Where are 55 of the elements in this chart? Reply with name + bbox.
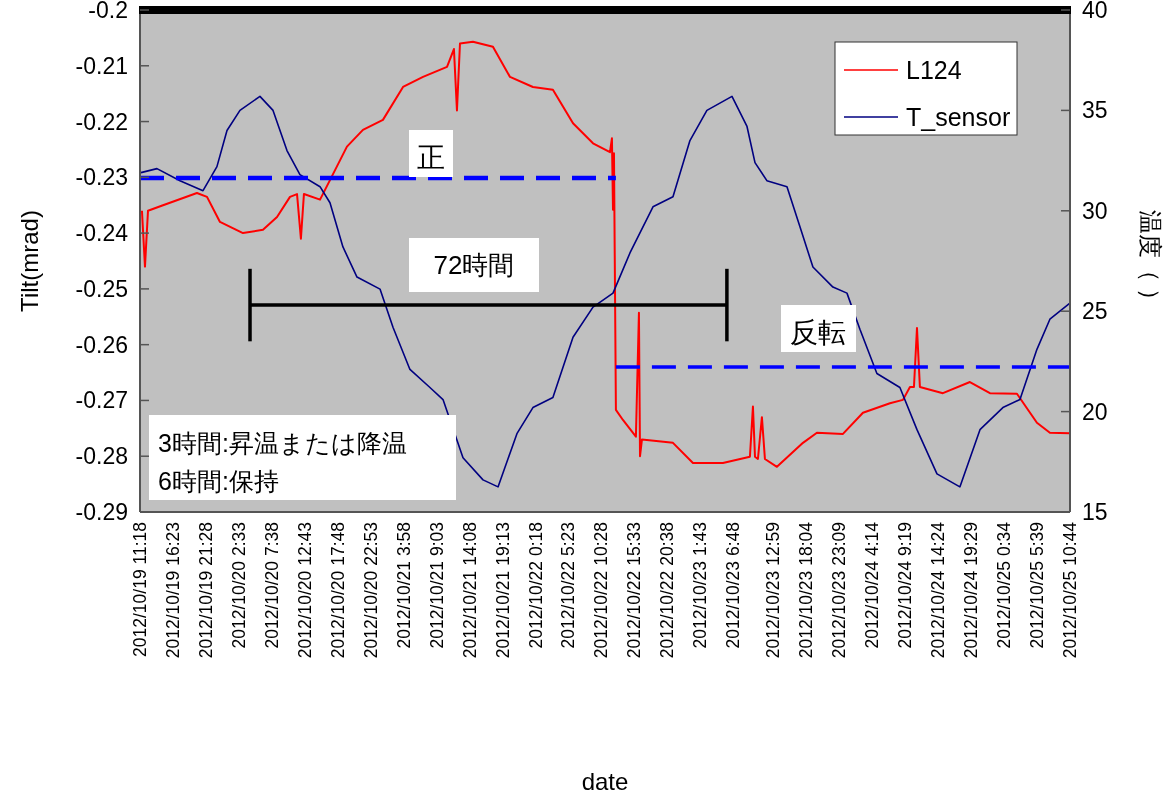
annotation: 反転 <box>790 317 846 348</box>
y-tick-label: -0.29 <box>75 499 128 525</box>
y-tick-label: -0.22 <box>75 108 128 135</box>
x-tick-label: 2012/10/23 12:59 <box>763 522 784 659</box>
y2-tick-label: 15 <box>1082 499 1108 525</box>
legend-label: L124 <box>906 56 962 84</box>
y-tick-label: -0.28 <box>75 443 128 470</box>
x-tick-label: 2012/10/25 10:44 <box>1060 521 1080 659</box>
y-tick-label: -0.27 <box>75 387 128 414</box>
annotation: 3時間:昇温または降温 <box>158 429 407 457</box>
x-tick-label: 2012/10/25 5:39 <box>1027 522 1048 649</box>
x-tick-label: 2012/10/20 22:53 <box>360 522 381 659</box>
y-tick-label: -0.2 <box>88 0 128 23</box>
y-tick-label: -0.24 <box>75 220 129 247</box>
x-tick-label: 2012/10/24 19:29 <box>961 522 982 659</box>
x-tick-label: 2012/10/23 6:48 <box>723 522 744 649</box>
x-tick-label: 2012/10/21 14:08 <box>459 522 480 659</box>
x-tick-label: 2012/10/22 0:18 <box>525 522 546 649</box>
y2-axis-title: 温度（ ） <box>1137 209 1164 313</box>
x-tick-label: 2012/10/23 23:09 <box>829 522 850 659</box>
y-tick-label: -0.23 <box>75 164 128 191</box>
x-tick-label: 2012/10/25 0:34 <box>994 521 1015 649</box>
y2-tick-label: 30 <box>1082 197 1108 224</box>
x-tick-label: 2012/10/22 5:23 <box>558 522 579 649</box>
x-tick-label: 2012/10/19 21:28 <box>195 522 216 659</box>
y2-tick-label: 20 <box>1082 398 1108 425</box>
x-tick-label: 2012/10/22 15:33 <box>624 522 645 659</box>
x-tick-label: 2012/10/19 11:18 <box>130 522 150 657</box>
y2-tick-label: 25 <box>1082 298 1108 325</box>
x-tick-label: 2012/10/21 19:13 <box>492 522 513 659</box>
x-tick-label: 2012/10/24 14:24 <box>928 521 949 659</box>
y-axis-title: Tilt(mrad) <box>16 210 43 312</box>
x-tick-label: 2012/10/20 2:33 <box>228 522 249 649</box>
y-tick-label: -0.21 <box>75 52 128 79</box>
annotation: 正 <box>417 142 445 173</box>
x-tick-label: 2012/10/24 9:19 <box>895 522 916 649</box>
y2-tick-label: 40 <box>1082 0 1108 23</box>
x-tick-label: 2012/10/20 17:48 <box>327 522 348 659</box>
legend-label: T_sensor <box>906 103 1011 131</box>
x-tick-label: 2012/10/23 1:43 <box>690 522 711 649</box>
x-tick-label: 2012/10/22 20:38 <box>657 522 678 659</box>
x-tick-label: 2012/10/22 10:28 <box>591 522 612 659</box>
x-tick-label: 2012/10/19 16:23 <box>162 522 183 659</box>
x-tick-label: 2012/10/24 4:14 <box>862 521 883 649</box>
annotation: 6時間:保持 <box>158 467 279 495</box>
y-tick-label: -0.25 <box>75 275 128 302</box>
x-axis-title: date <box>581 768 629 795</box>
x-tick-label: 2012/10/23 18:04 <box>796 521 817 659</box>
x-tick-label: 2012/10/20 7:38 <box>261 522 282 649</box>
x-tick-label: 2012/10/21 3:58 <box>393 522 414 649</box>
x-tick-label: 2012/10/20 12:43 <box>294 522 315 659</box>
y-tick-label: -0.26 <box>75 331 128 358</box>
x-tick-label: 2012/10/21 9:03 <box>426 522 447 649</box>
y2-tick-label: 35 <box>1082 97 1108 124</box>
annotation: 72時間 <box>433 250 515 280</box>
